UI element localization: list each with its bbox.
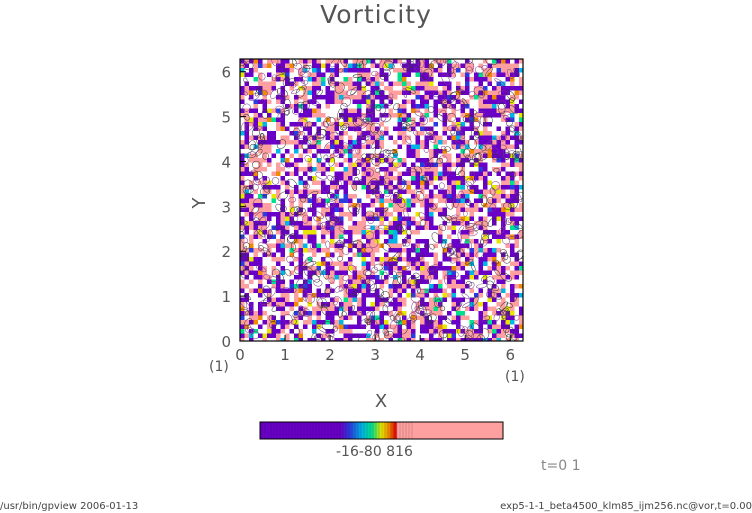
footer-left: /usr/bin/gpview 2006-01-13 <box>0 501 139 512</box>
footer-right: exp5-1-1_beta4500_klm85_ijm256.nc@vor,t=… <box>500 501 752 512</box>
y-axis-label: Y <box>189 197 210 210</box>
x-tick-label-5: 5 <box>460 346 470 364</box>
y-tick-label-2: 2 <box>221 243 231 261</box>
time-label: t=0 1 <box>541 458 581 474</box>
colorbar: -16-80 816 <box>259 421 504 460</box>
y-tick-label-3: 3 <box>221 198 231 216</box>
y-tick-label-6: 6 <box>221 64 231 82</box>
x-tick-label-2: 2 <box>325 346 335 364</box>
colorbar-bar <box>259 421 504 440</box>
x-axis-label: X <box>375 391 387 412</box>
chart-title: Vorticity <box>320 0 432 29</box>
x-tick-label-3: 3 <box>370 346 380 364</box>
x-unit-label: (1) <box>505 369 525 385</box>
x-tick-label-1: 1 <box>280 346 290 364</box>
y-unit-label: (1) <box>209 359 229 375</box>
y-tick-label-4: 4 <box>221 153 231 171</box>
x-tick-label-6: 6 <box>505 346 515 364</box>
colorbar-lines <box>261 422 413 439</box>
y-tick-label-0: 0 <box>221 333 231 351</box>
y-tick-label-1: 1 <box>221 288 231 306</box>
x-tick-label-4: 4 <box>415 346 425 364</box>
y-axis-ticks: 0 1 2 3 4 5 6 <box>221 64 246 351</box>
plot-frame <box>239 58 524 342</box>
x-tick-label-0: 0 <box>235 346 245 364</box>
y-tick-label-5: 5 <box>221 109 231 127</box>
colorbar-labels: -16-80 816 <box>336 444 413 460</box>
x-axis-ticks: 0 1 2 3 4 5 6 <box>235 335 515 364</box>
vorticity-field <box>240 59 523 341</box>
